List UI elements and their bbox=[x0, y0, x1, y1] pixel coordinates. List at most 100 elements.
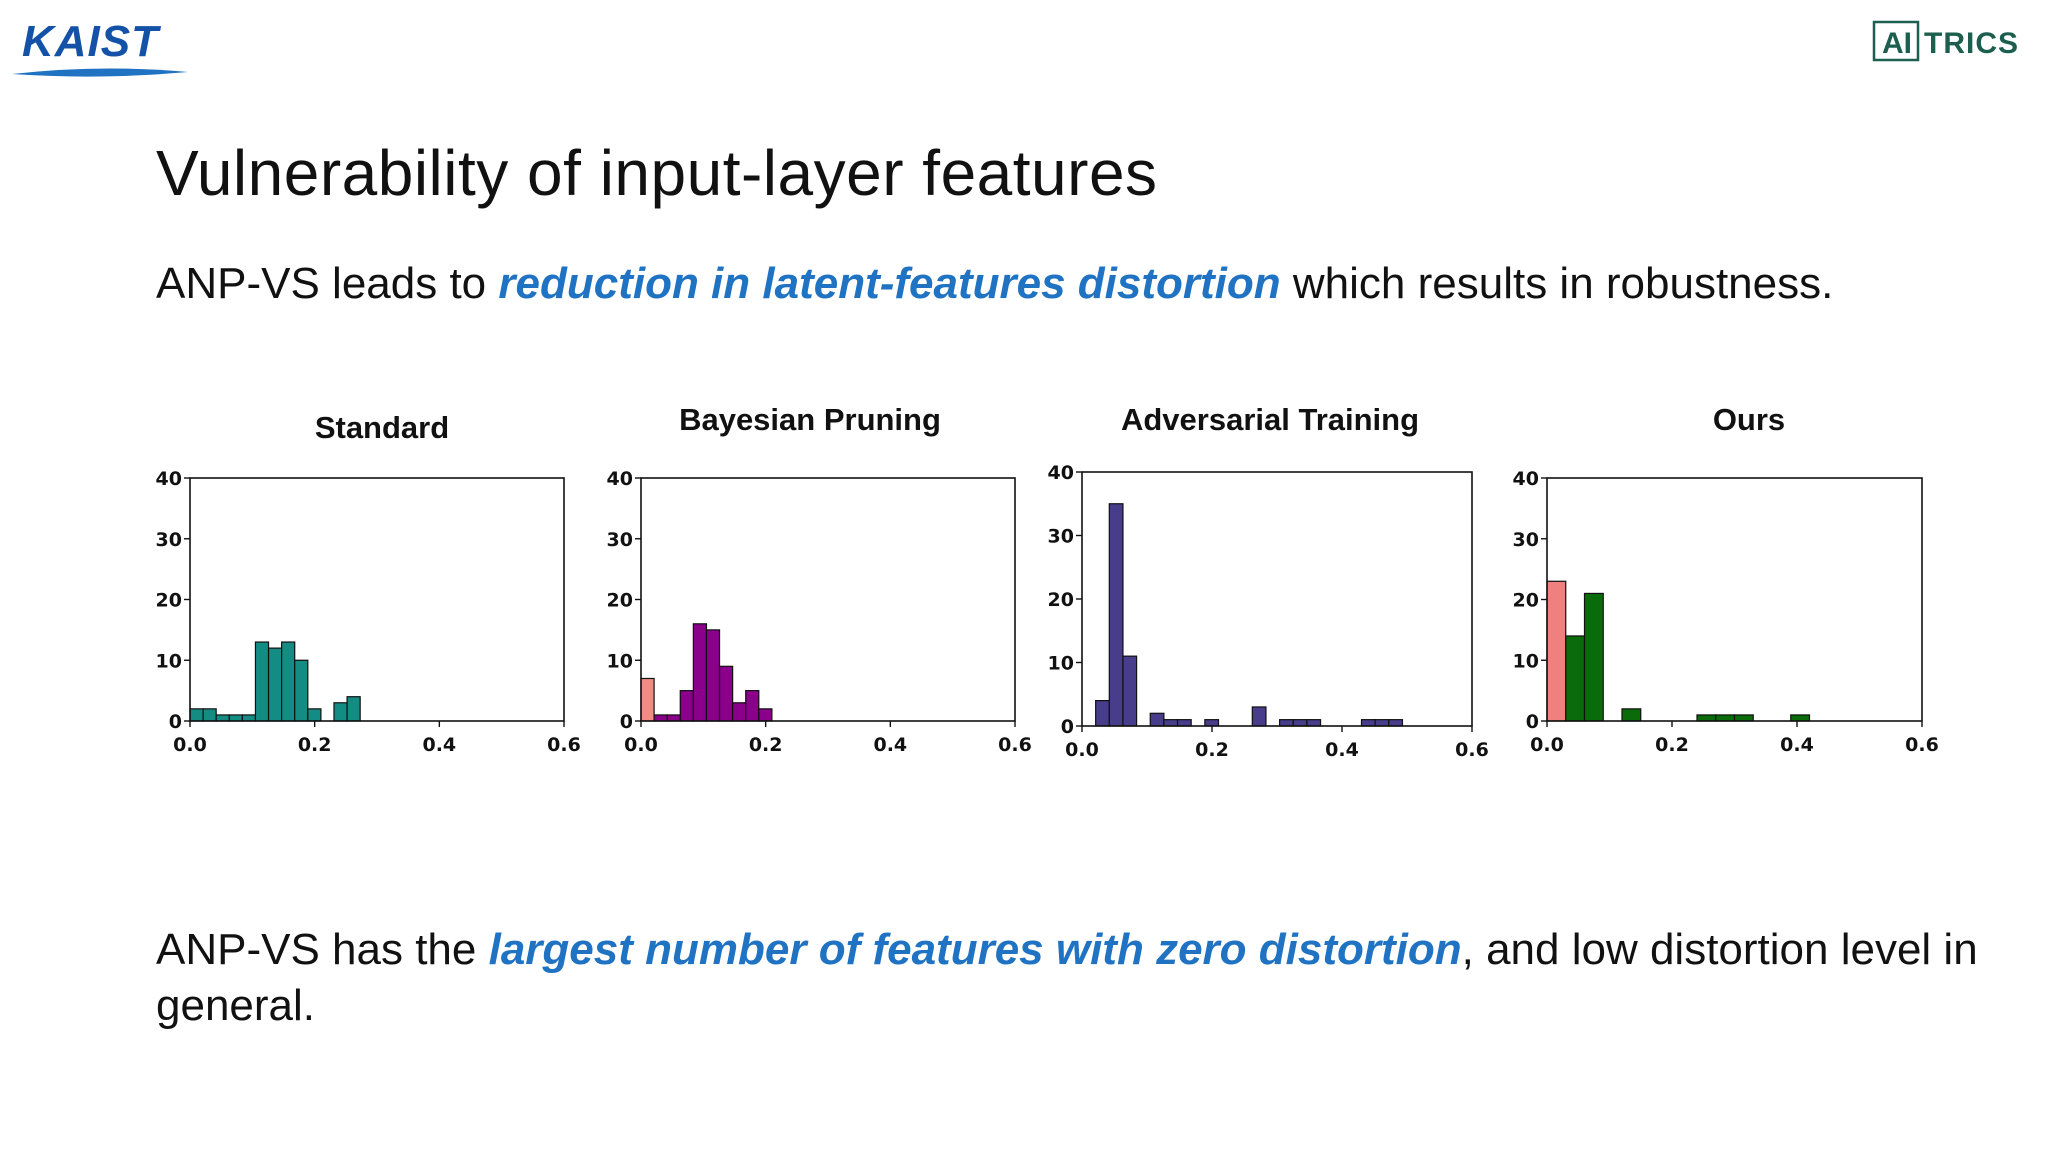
histogram-standard-xtick-label: 0.0 bbox=[173, 734, 207, 756]
histogram-ours-bar bbox=[1621, 708, 1642, 722]
histogram-standard-title: Standard bbox=[314, 410, 450, 445]
histogram-bayesian-pruning-bar bbox=[745, 690, 760, 722]
histogram-bayesian-pruning-bar bbox=[758, 708, 773, 722]
histogram-ours-title: Ours bbox=[1712, 402, 1786, 437]
statement-zero-distortion: ANP-VS has the largest number of feature… bbox=[156, 922, 1996, 1034]
histogram-bayesian-pruning-bar bbox=[718, 665, 734, 722]
histogram-bayesian-pruning-bar bbox=[653, 714, 668, 722]
histogram-standard-bar bbox=[294, 659, 309, 722]
histogram-standard-ytick-label: 10 bbox=[156, 650, 182, 672]
histogram-ours-ytick-label: 40 bbox=[1513, 468, 1539, 490]
histogram-bayesian-pruning-xtick-label: 0.4 bbox=[873, 734, 907, 756]
histogram-standard-frame bbox=[189, 477, 565, 722]
histogram-ours-xtick-label: 0.2 bbox=[1655, 734, 1689, 756]
histogram-bayesian-pruning-xtick-label: 0.6 bbox=[998, 734, 1032, 756]
slide-title: Vulnerability of input-layer features bbox=[156, 137, 1158, 209]
histogram-standard-bar bbox=[189, 708, 204, 722]
kaist-logo-swoosh bbox=[12, 68, 188, 77]
histogram-bayesian-pruning-ytick-label: 40 bbox=[607, 468, 633, 490]
histogram-adversarial-training-xtick-label: 0.2 bbox=[1195, 739, 1229, 761]
histogram-standard-bar bbox=[346, 696, 361, 722]
histogram-bayesian-pruning-bar bbox=[705, 629, 721, 722]
histogram-adversarial-training-title: Adversarial Training bbox=[1120, 402, 1420, 437]
histogram-adversarial-training-ytick-label: 0 bbox=[1061, 716, 1074, 738]
histogram-ours-xtick-label: 0.4 bbox=[1780, 734, 1814, 756]
histogram-bayesian-pruning-ytick-label: 0 bbox=[620, 711, 633, 733]
histogram-bayesian-pruning-bar bbox=[640, 677, 655, 722]
statement-zero-distortion-prefix: ANP-VS has the bbox=[156, 925, 489, 974]
histogram-standard-bar bbox=[228, 714, 243, 722]
histogram-standard-bar bbox=[267, 647, 283, 722]
histogram-bayesian-pruning-frame bbox=[640, 477, 1016, 722]
histogram-standard-xtick-label: 0.6 bbox=[547, 734, 581, 756]
histogram-standard-ytick-label: 0 bbox=[169, 711, 182, 733]
histogram-ours-ytick-label: 0 bbox=[1526, 711, 1539, 733]
histogram-bayesian-pruning-xtick-label: 0.0 bbox=[624, 734, 658, 756]
histogram-adversarial-training-bar bbox=[1306, 719, 1322, 727]
histogram-adversarial-training-ytick-label: 30 bbox=[1048, 526, 1074, 548]
aitrics-logo: AI TRICS bbox=[1872, 18, 2032, 68]
histogram-standard-bar bbox=[215, 714, 230, 722]
histogram-ours-ytick-label: 10 bbox=[1513, 650, 1539, 672]
histogram-ours-ytick-label: 20 bbox=[1513, 590, 1539, 612]
histogram-adversarial-training-bar bbox=[1122, 655, 1138, 727]
histogram-bayesian-pruning-ytick-label: 30 bbox=[607, 529, 633, 551]
aitrics-logo-text: TRICS bbox=[1924, 27, 2019, 60]
histogram-adversarial-training-bar bbox=[1388, 719, 1404, 727]
statement-robustness-highlight: reduction in latent-features distortion bbox=[498, 259, 1281, 308]
histogram-ours-xtick-label: 0.6 bbox=[1905, 734, 1939, 756]
histogram-adversarial-training-bar bbox=[1251, 706, 1267, 727]
histogram-standard-ytick-label: 40 bbox=[156, 468, 182, 490]
histogram-standard-bar bbox=[241, 714, 257, 722]
histogram-adversarial-training-bar bbox=[1292, 719, 1308, 727]
histogram-adversarial-training-bar bbox=[1108, 503, 1124, 727]
statement-zero-distortion-highlight: largest number of features with zero dis… bbox=[488, 925, 1462, 974]
histogram-adversarial-training-bar bbox=[1278, 719, 1294, 727]
histogram-bayesian-pruning-bar bbox=[679, 690, 694, 722]
histogram-bayesian-pruning-title: Bayesian Pruning bbox=[679, 402, 941, 437]
statement-zero-distortion-suffix: , and low distortion level in general. bbox=[156, 925, 1978, 1030]
histogram-standard-bar bbox=[281, 641, 296, 722]
histogram-standard-bar bbox=[333, 702, 348, 722]
histogram-adversarial-training-xtick-label: 0.4 bbox=[1325, 739, 1359, 761]
histogram-ours-frame bbox=[1546, 477, 1923, 722]
histogram-ours-bar bbox=[1715, 714, 1736, 722]
histogram-standard-xtick-label: 0.2 bbox=[298, 734, 332, 756]
histogram-bayesian-pruning-ytick-label: 10 bbox=[607, 650, 633, 672]
kaist-logo: KAIST bbox=[10, 12, 190, 78]
histogram-ours-bar bbox=[1696, 714, 1717, 722]
histogram-adversarial-training-frame bbox=[1081, 471, 1473, 727]
histogram-adversarial-training-bar bbox=[1095, 699, 1110, 727]
histogram-bayesian-pruning-xtick-label: 0.2 bbox=[749, 734, 783, 756]
histogram-standard-xtick-label: 0.4 bbox=[422, 734, 456, 756]
histogram-adversarial-training-ytick-label: 40 bbox=[1048, 462, 1074, 484]
statement-robustness-prefix: ANP-VS leads to bbox=[156, 259, 499, 308]
histogram-ours-xtick-label: 0.0 bbox=[1530, 734, 1564, 756]
histogram-adversarial-training-bar bbox=[1374, 719, 1390, 727]
histogram-standard-ytick-label: 20 bbox=[156, 590, 182, 612]
histogram-ours-bar bbox=[1583, 592, 1604, 722]
histogram-adversarial-training-ytick-label: 10 bbox=[1048, 653, 1074, 675]
histogram-adversarial-training-ytick-label: 20 bbox=[1048, 589, 1074, 611]
statement-robustness: ANP-VS leads to reduction in latent-feat… bbox=[156, 256, 1833, 312]
histogram-ours-ytick-label: 30 bbox=[1513, 529, 1539, 551]
aitrics-logo-ai: AI bbox=[1882, 27, 1912, 60]
histogram-bayesian-pruning-bar bbox=[692, 623, 708, 722]
histogram-ours-bar bbox=[1733, 714, 1754, 722]
histogram-ours-bar bbox=[1546, 580, 1567, 722]
histogram-adversarial-training-xtick-label: 0.6 bbox=[1455, 739, 1489, 761]
histogram-standard-bar bbox=[202, 708, 217, 722]
statement-robustness-suffix: which results in robustness. bbox=[1280, 259, 1834, 308]
histogram-bayesian-pruning-ytick-label: 20 bbox=[607, 590, 633, 612]
aitrics-logo-box bbox=[1872, 20, 1920, 62]
histogram-adversarial-training-bar bbox=[1149, 712, 1165, 727]
histogram-adversarial-training-bar bbox=[1163, 719, 1179, 727]
histogram-adversarial-training-bar bbox=[1360, 719, 1376, 727]
histogram-adversarial-training-bar bbox=[1204, 719, 1220, 727]
histogram-bayesian-pruning-bar bbox=[666, 714, 681, 722]
histogram-adversarial-training-xtick-label: 0.0 bbox=[1065, 739, 1099, 761]
histogram-ours-bar bbox=[1565, 635, 1586, 722]
histogram-adversarial-training-bar bbox=[1176, 719, 1192, 727]
histogram-standard-ytick-label: 30 bbox=[156, 529, 182, 551]
histogram-bayesian-pruning-bar bbox=[732, 702, 747, 722]
